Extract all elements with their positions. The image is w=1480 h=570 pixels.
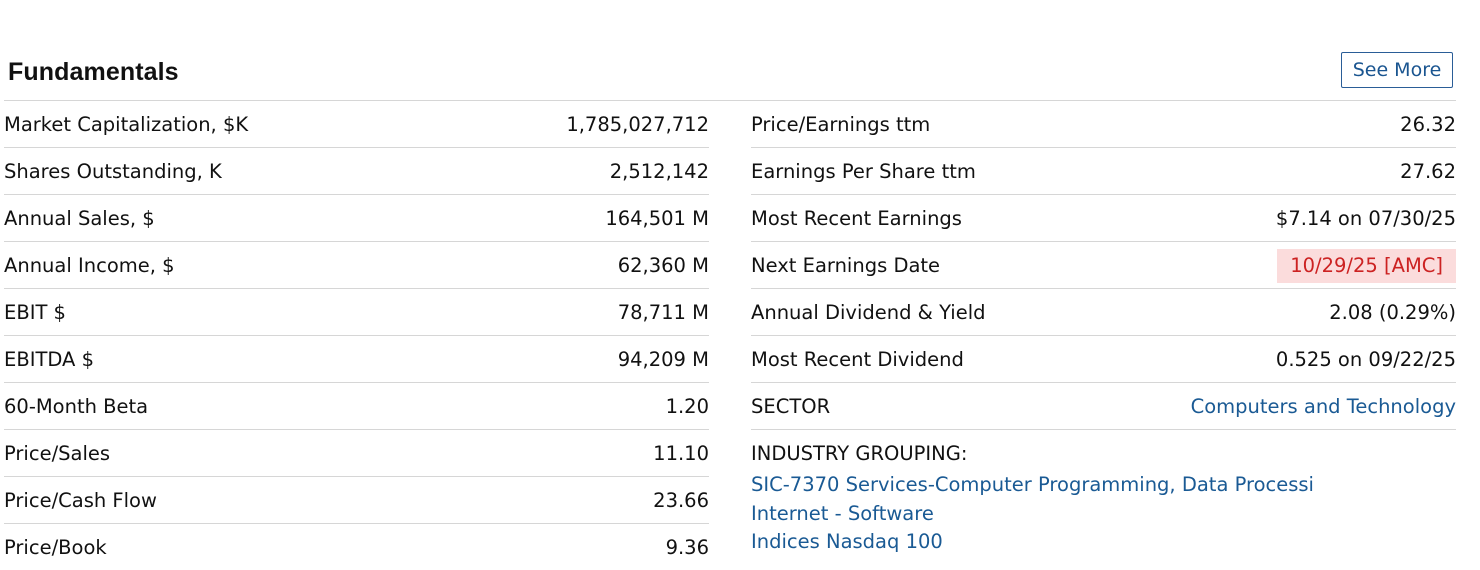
row-label: Most Recent Dividend	[751, 348, 964, 371]
row-value: 26.32	[1400, 113, 1456, 136]
row-value: 62,360 M	[618, 254, 709, 277]
row-value: 94,209 M	[618, 348, 709, 371]
row-value: 23.66	[653, 489, 709, 512]
row-shares-outstanding: Shares Outstanding, K 2,512,142	[4, 148, 709, 195]
row-label: SECTOR	[751, 395, 830, 418]
row-label: Annual Income, $	[4, 254, 175, 277]
row-next-earnings-date: Next Earnings Date 10/29/25 [AMC]	[751, 242, 1456, 289]
row-label: Market Capitalization, $K	[4, 113, 248, 136]
row-beta: 60-Month Beta 1.20	[4, 383, 709, 430]
row-price-sales: Price/Sales 11.10	[4, 430, 709, 477]
row-pe-ttm: Price/Earnings ttm 26.32	[751, 101, 1456, 148]
row-value: 78,711 M	[618, 301, 709, 324]
row-market-cap: Market Capitalization, $K 1,785,027,712	[4, 101, 709, 148]
row-label: EBIT $	[4, 301, 66, 324]
row-annual-dividend: Annual Dividend & Yield 2.08 (0.29%)	[751, 289, 1456, 336]
row-value: 27.62	[1400, 160, 1456, 183]
industry-grouping-label: INDUSTRY GROUPING:	[751, 442, 967, 465]
row-label: 60-Month Beta	[4, 395, 148, 418]
row-label: Annual Sales, $	[4, 207, 155, 230]
row-label: Price/Book	[4, 536, 107, 559]
fundamentals-header: Fundamentals See More	[4, 52, 1456, 101]
row-price-book: Price/Book 9.36	[4, 524, 709, 570]
row-annual-income: Annual Income, $ 62,360 M	[4, 242, 709, 289]
row-label: Earnings Per Share ttm	[751, 160, 976, 183]
row-value: 2,512,142	[610, 160, 709, 183]
row-label: Next Earnings Date	[751, 254, 940, 277]
row-label: Shares Outstanding, K	[4, 160, 222, 183]
row-label: Annual Dividend & Yield	[751, 301, 986, 324]
industry-link-sic[interactable]: SIC-7370 Services-Computer Programming, …	[751, 473, 1314, 496]
section-title: Fundamentals	[8, 58, 179, 87]
industry-link-nasdaq-100[interactable]: Indices Nasdaq 100	[751, 530, 943, 553]
row-label: Price/Sales	[4, 442, 110, 465]
row-eps-ttm: Earnings Per Share ttm 27.62	[751, 148, 1456, 195]
row-ebitda: EBITDA $ 94,209 M	[4, 336, 709, 383]
row-sector: SECTOR Computers and Technology	[751, 383, 1456, 430]
industry-link-internet-software[interactable]: Internet - Software	[751, 502, 934, 525]
row-value: 9.36	[666, 536, 709, 559]
row-value: 1,785,027,712	[566, 113, 709, 136]
row-label: Most Recent Earnings	[751, 207, 962, 230]
row-label: EBITDA $	[4, 348, 94, 371]
fundamentals-left-column: Market Capitalization, $K 1,785,027,712 …	[4, 101, 709, 570]
row-ebit: EBIT $ 78,711 M	[4, 289, 709, 336]
sector-link[interactable]: Computers and Technology	[1191, 395, 1456, 418]
next-earnings-badge: 10/29/25 [AMC]	[1277, 249, 1456, 283]
row-value: 1.20	[666, 395, 709, 418]
row-label: Price/Earnings ttm	[751, 113, 930, 136]
row-annual-sales: Annual Sales, $ 164,501 M	[4, 195, 709, 242]
row-value: $7.14 on 07/30/25	[1276, 207, 1456, 230]
see-more-button[interactable]: See More	[1341, 52, 1453, 88]
row-value: 0.525 on 09/22/25	[1276, 348, 1456, 371]
row-label: Price/Cash Flow	[4, 489, 157, 512]
row-value: 164,501 M	[605, 207, 709, 230]
fundamentals-right-column: Price/Earnings ttm 26.32 Earnings Per Sh…	[751, 101, 1456, 430]
row-most-recent-dividend: Most Recent Dividend 0.525 on 09/22/25	[751, 336, 1456, 383]
row-value: 11.10	[653, 442, 709, 465]
row-value: 2.08 (0.29%)	[1329, 301, 1456, 324]
row-price-cash-flow: Price/Cash Flow 23.66	[4, 477, 709, 524]
row-most-recent-earnings: Most Recent Earnings $7.14 on 07/30/25	[751, 195, 1456, 242]
